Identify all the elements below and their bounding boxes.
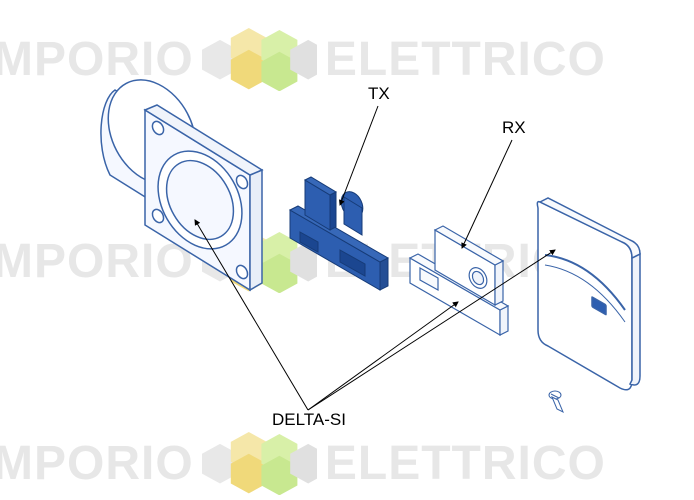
housing-part bbox=[91, 65, 262, 290]
screw-part bbox=[549, 391, 563, 412]
tx-board-part bbox=[290, 177, 388, 290]
front-plate-part bbox=[537, 198, 640, 390]
exploded-view-diagram bbox=[0, 0, 694, 500]
delta-label: DELTA-SI bbox=[272, 410, 346, 430]
tx-label: TX bbox=[368, 84, 390, 104]
diagram-stage: EMPORIO ELETTRICO EMPORIO ELETTRICO EMPO… bbox=[0, 0, 694, 500]
rx-board-part bbox=[410, 226, 508, 335]
rx-label: RX bbox=[502, 118, 526, 138]
